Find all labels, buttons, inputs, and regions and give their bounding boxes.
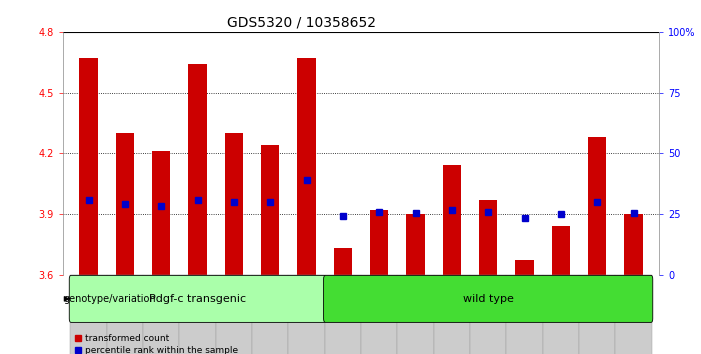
Bar: [179, 275, 216, 354]
Bar: [370, 210, 388, 275]
Bar: [579, 275, 615, 354]
Bar: [515, 261, 533, 275]
Bar: [79, 58, 97, 275]
Bar: [288, 275, 325, 354]
Bar: [434, 275, 470, 354]
Bar: [470, 275, 506, 354]
Bar: [552, 226, 570, 275]
Bar: [588, 137, 606, 275]
Bar: [479, 200, 497, 275]
Bar: [334, 248, 352, 275]
FancyBboxPatch shape: [69, 275, 326, 322]
Text: percentile rank within the sample: percentile rank within the sample: [85, 346, 238, 354]
Bar: [143, 275, 179, 354]
Bar: [189, 64, 207, 275]
Title: GDS5320 / 10358652: GDS5320 / 10358652: [227, 15, 376, 29]
Bar: [407, 214, 425, 275]
FancyBboxPatch shape: [324, 275, 653, 322]
Bar: [116, 133, 134, 275]
Bar: [252, 275, 288, 354]
Bar: [216, 275, 252, 354]
Text: Pdgf-c transgenic: Pdgf-c transgenic: [149, 294, 246, 304]
Bar: [625, 214, 643, 275]
Bar: [397, 275, 434, 354]
Bar: [152, 151, 170, 275]
Bar: [443, 165, 461, 275]
Bar: [261, 145, 279, 275]
Text: genotype/variation: genotype/variation: [64, 294, 156, 304]
Bar: [361, 275, 397, 354]
Bar: [70, 275, 107, 354]
Text: wild type: wild type: [463, 294, 514, 304]
Bar: [615, 275, 652, 354]
Bar: [325, 275, 361, 354]
Bar: [506, 275, 543, 354]
Bar: [543, 275, 579, 354]
Bar: [225, 133, 243, 275]
Bar: [107, 275, 143, 354]
Bar: [297, 58, 315, 275]
Text: transformed count: transformed count: [85, 334, 169, 343]
